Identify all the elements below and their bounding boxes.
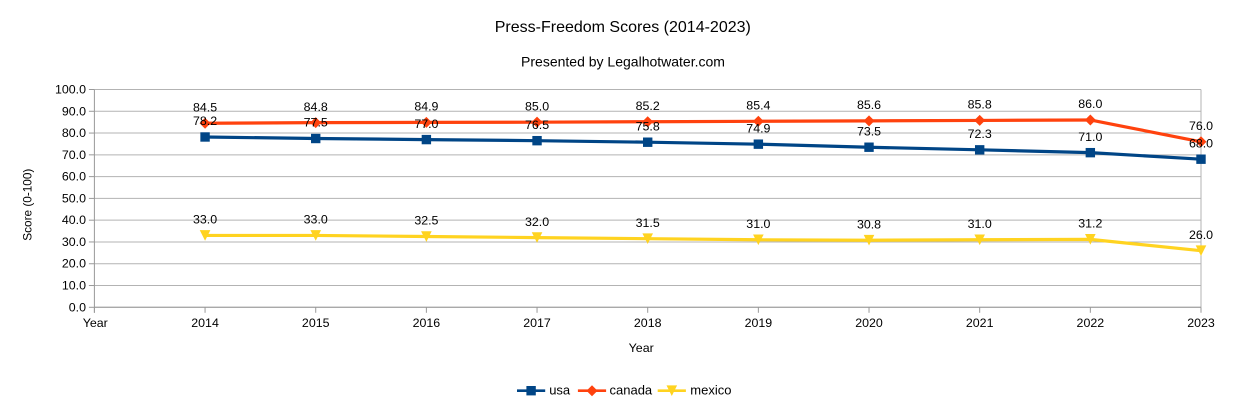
svg-text:32.0: 32.0: [525, 215, 549, 229]
svg-text:31.5: 31.5: [636, 216, 660, 230]
svg-text:84.5: 84.5: [193, 100, 217, 114]
svg-text:100.0: 100.0: [55, 83, 86, 97]
svg-text:2016: 2016: [413, 316, 441, 330]
svg-text:31.2: 31.2: [1078, 217, 1102, 231]
svg-text:Press-Freedom Scores (2014-202: Press-Freedom Scores (2014-2023): [495, 19, 751, 36]
svg-text:85.0: 85.0: [525, 99, 549, 113]
svg-text:2021: 2021: [966, 316, 994, 330]
svg-text:77.5: 77.5: [304, 116, 328, 130]
svg-text:84.8: 84.8: [304, 100, 328, 114]
svg-text:2022: 2022: [1077, 316, 1105, 330]
svg-text:Score (0-100): Score (0-100): [21, 169, 35, 241]
svg-text:71.0: 71.0: [1078, 130, 1102, 144]
svg-text:85.6: 85.6: [857, 98, 881, 112]
svg-text:30.0: 30.0: [62, 235, 86, 249]
svg-text:60.0: 60.0: [62, 170, 86, 184]
svg-text:2023: 2023: [1187, 316, 1215, 330]
svg-text:33.0: 33.0: [304, 213, 328, 227]
svg-text:50.0: 50.0: [62, 191, 86, 205]
svg-text:2014: 2014: [191, 316, 219, 330]
svg-text:2019: 2019: [745, 316, 773, 330]
svg-text:86.0: 86.0: [1078, 97, 1102, 111]
svg-text:20.0: 20.0: [62, 257, 86, 271]
svg-text:78.2: 78.2: [193, 114, 217, 128]
svg-text:10.0: 10.0: [62, 279, 86, 293]
svg-text:2017: 2017: [523, 316, 551, 330]
svg-text:mexico: mexico: [690, 383, 731, 398]
svg-text:31.0: 31.0: [746, 217, 770, 231]
svg-text:canada: canada: [610, 383, 653, 398]
svg-text:0.0: 0.0: [69, 300, 86, 314]
svg-text:85.4: 85.4: [746, 99, 770, 113]
svg-text:32.5: 32.5: [414, 214, 438, 228]
svg-text:2015: 2015: [302, 316, 330, 330]
svg-text:77.0: 77.0: [414, 117, 438, 131]
svg-text:74.9: 74.9: [746, 121, 770, 135]
svg-text:76.0: 76.0: [1189, 119, 1213, 133]
svg-text:73.5: 73.5: [857, 124, 881, 138]
svg-text:usa: usa: [549, 383, 571, 398]
svg-text:85.8: 85.8: [968, 98, 992, 112]
svg-text:Year: Year: [83, 316, 108, 330]
svg-text:31.0: 31.0: [968, 217, 992, 231]
svg-text:30.8: 30.8: [857, 217, 881, 231]
svg-text:76.5: 76.5: [525, 118, 549, 132]
svg-text:2018: 2018: [634, 316, 662, 330]
svg-text:75.8: 75.8: [636, 119, 660, 133]
svg-text:68.0: 68.0: [1189, 136, 1213, 150]
svg-text:90.0: 90.0: [62, 104, 86, 118]
svg-text:2020: 2020: [855, 316, 883, 330]
svg-text:84.9: 84.9: [414, 100, 438, 114]
svg-text:80.0: 80.0: [62, 126, 86, 140]
svg-text:33.0: 33.0: [193, 213, 217, 227]
svg-text:40.0: 40.0: [62, 213, 86, 227]
svg-text:85.2: 85.2: [636, 99, 660, 113]
svg-text:72.3: 72.3: [968, 127, 992, 141]
svg-text:Presented by Legalhotwater.com: Presented by Legalhotwater.com: [521, 54, 725, 70]
svg-text:70.0: 70.0: [62, 148, 86, 162]
svg-text:26.0: 26.0: [1189, 228, 1213, 242]
svg-text:Year: Year: [629, 341, 654, 355]
